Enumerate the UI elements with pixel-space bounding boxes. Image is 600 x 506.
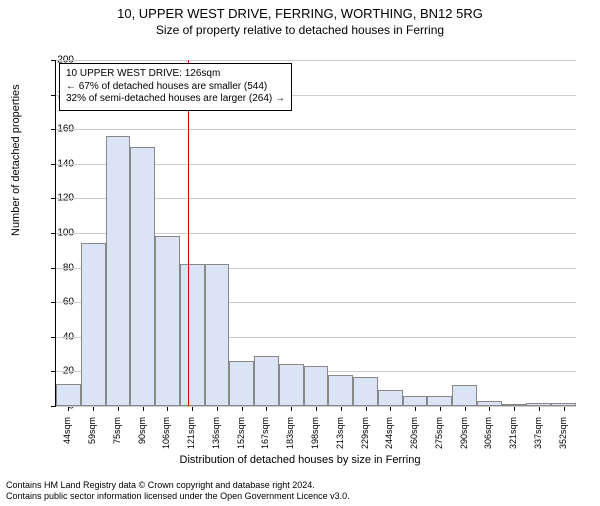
xtick-label: 306sqm (483, 417, 493, 457)
reference-line (188, 60, 189, 406)
xtick-label: 90sqm (137, 417, 147, 457)
histogram-bar (353, 377, 378, 406)
plot-area: 10 UPPER WEST DRIVE: 126sqm← 67% of deta… (55, 60, 576, 407)
histogram-bar (205, 264, 230, 406)
xtick-label: 352sqm (558, 417, 568, 457)
xtick-label: 183sqm (285, 417, 295, 457)
xtick-label: 152sqm (236, 417, 246, 457)
footer-line2: Contains public sector information licen… (6, 491, 350, 502)
footer-attribution: Contains HM Land Registry data © Crown c… (6, 480, 350, 503)
xtick-label: 136sqm (211, 417, 221, 457)
xtick-label: 275sqm (434, 417, 444, 457)
annotation-box: 10 UPPER WEST DRIVE: 126sqm← 67% of deta… (59, 63, 292, 111)
xtick-label: 244sqm (384, 417, 394, 457)
xtick-label: 290sqm (459, 417, 469, 457)
histogram-bar (130, 147, 155, 407)
histogram-bar (81, 243, 106, 406)
xtick-label: 59sqm (87, 417, 97, 457)
xtick-label: 106sqm (161, 417, 171, 457)
xtick-label: 321sqm (508, 417, 518, 457)
histogram-bar (403, 396, 428, 406)
histogram-bar (106, 136, 131, 406)
histogram-bar (526, 403, 551, 406)
histogram-bar (229, 361, 254, 406)
chart-title: 10, UPPER WEST DRIVE, FERRING, WORTHING,… (0, 6, 600, 21)
xtick-label: 167sqm (260, 417, 270, 457)
gridline (56, 60, 576, 61)
xtick-label: 121sqm (186, 417, 196, 457)
histogram-bar (155, 236, 180, 406)
histogram-bar (328, 375, 353, 406)
annotation-line2: ← 67% of detached houses are smaller (54… (66, 81, 285, 94)
histogram-bar (551, 403, 576, 406)
annotation-line1: 10 UPPER WEST DRIVE: 126sqm (66, 68, 285, 81)
histogram-bar (304, 366, 329, 406)
histogram-bar (56, 384, 81, 406)
histogram-bar (502, 404, 527, 406)
histogram-bar (477, 401, 502, 406)
xtick-label: 198sqm (310, 417, 320, 457)
xtick-label: 75sqm (112, 417, 122, 457)
xtick-label: 337sqm (533, 417, 543, 457)
xtick-label: 213sqm (335, 417, 345, 457)
gridline (56, 406, 576, 407)
xtick-label: 260sqm (409, 417, 419, 457)
footer-line1: Contains HM Land Registry data © Crown c… (6, 480, 350, 491)
gridline (56, 129, 576, 130)
annotation-line3: 32% of semi-detached houses are larger (… (66, 93, 285, 106)
y-axis-label: Number of detached properties (10, 84, 22, 236)
histogram-bar (180, 264, 205, 406)
histogram-bar (378, 390, 403, 406)
histogram-bar (254, 356, 279, 406)
chart-subtitle: Size of property relative to detached ho… (0, 23, 600, 37)
histogram-bar (427, 396, 452, 406)
histogram-bar (452, 385, 477, 406)
xtick-label: 229sqm (360, 417, 370, 457)
histogram-bar (279, 364, 304, 406)
chart-container: 10, UPPER WEST DRIVE, FERRING, WORTHING,… (0, 6, 600, 506)
xtick-label: 44sqm (62, 417, 72, 457)
